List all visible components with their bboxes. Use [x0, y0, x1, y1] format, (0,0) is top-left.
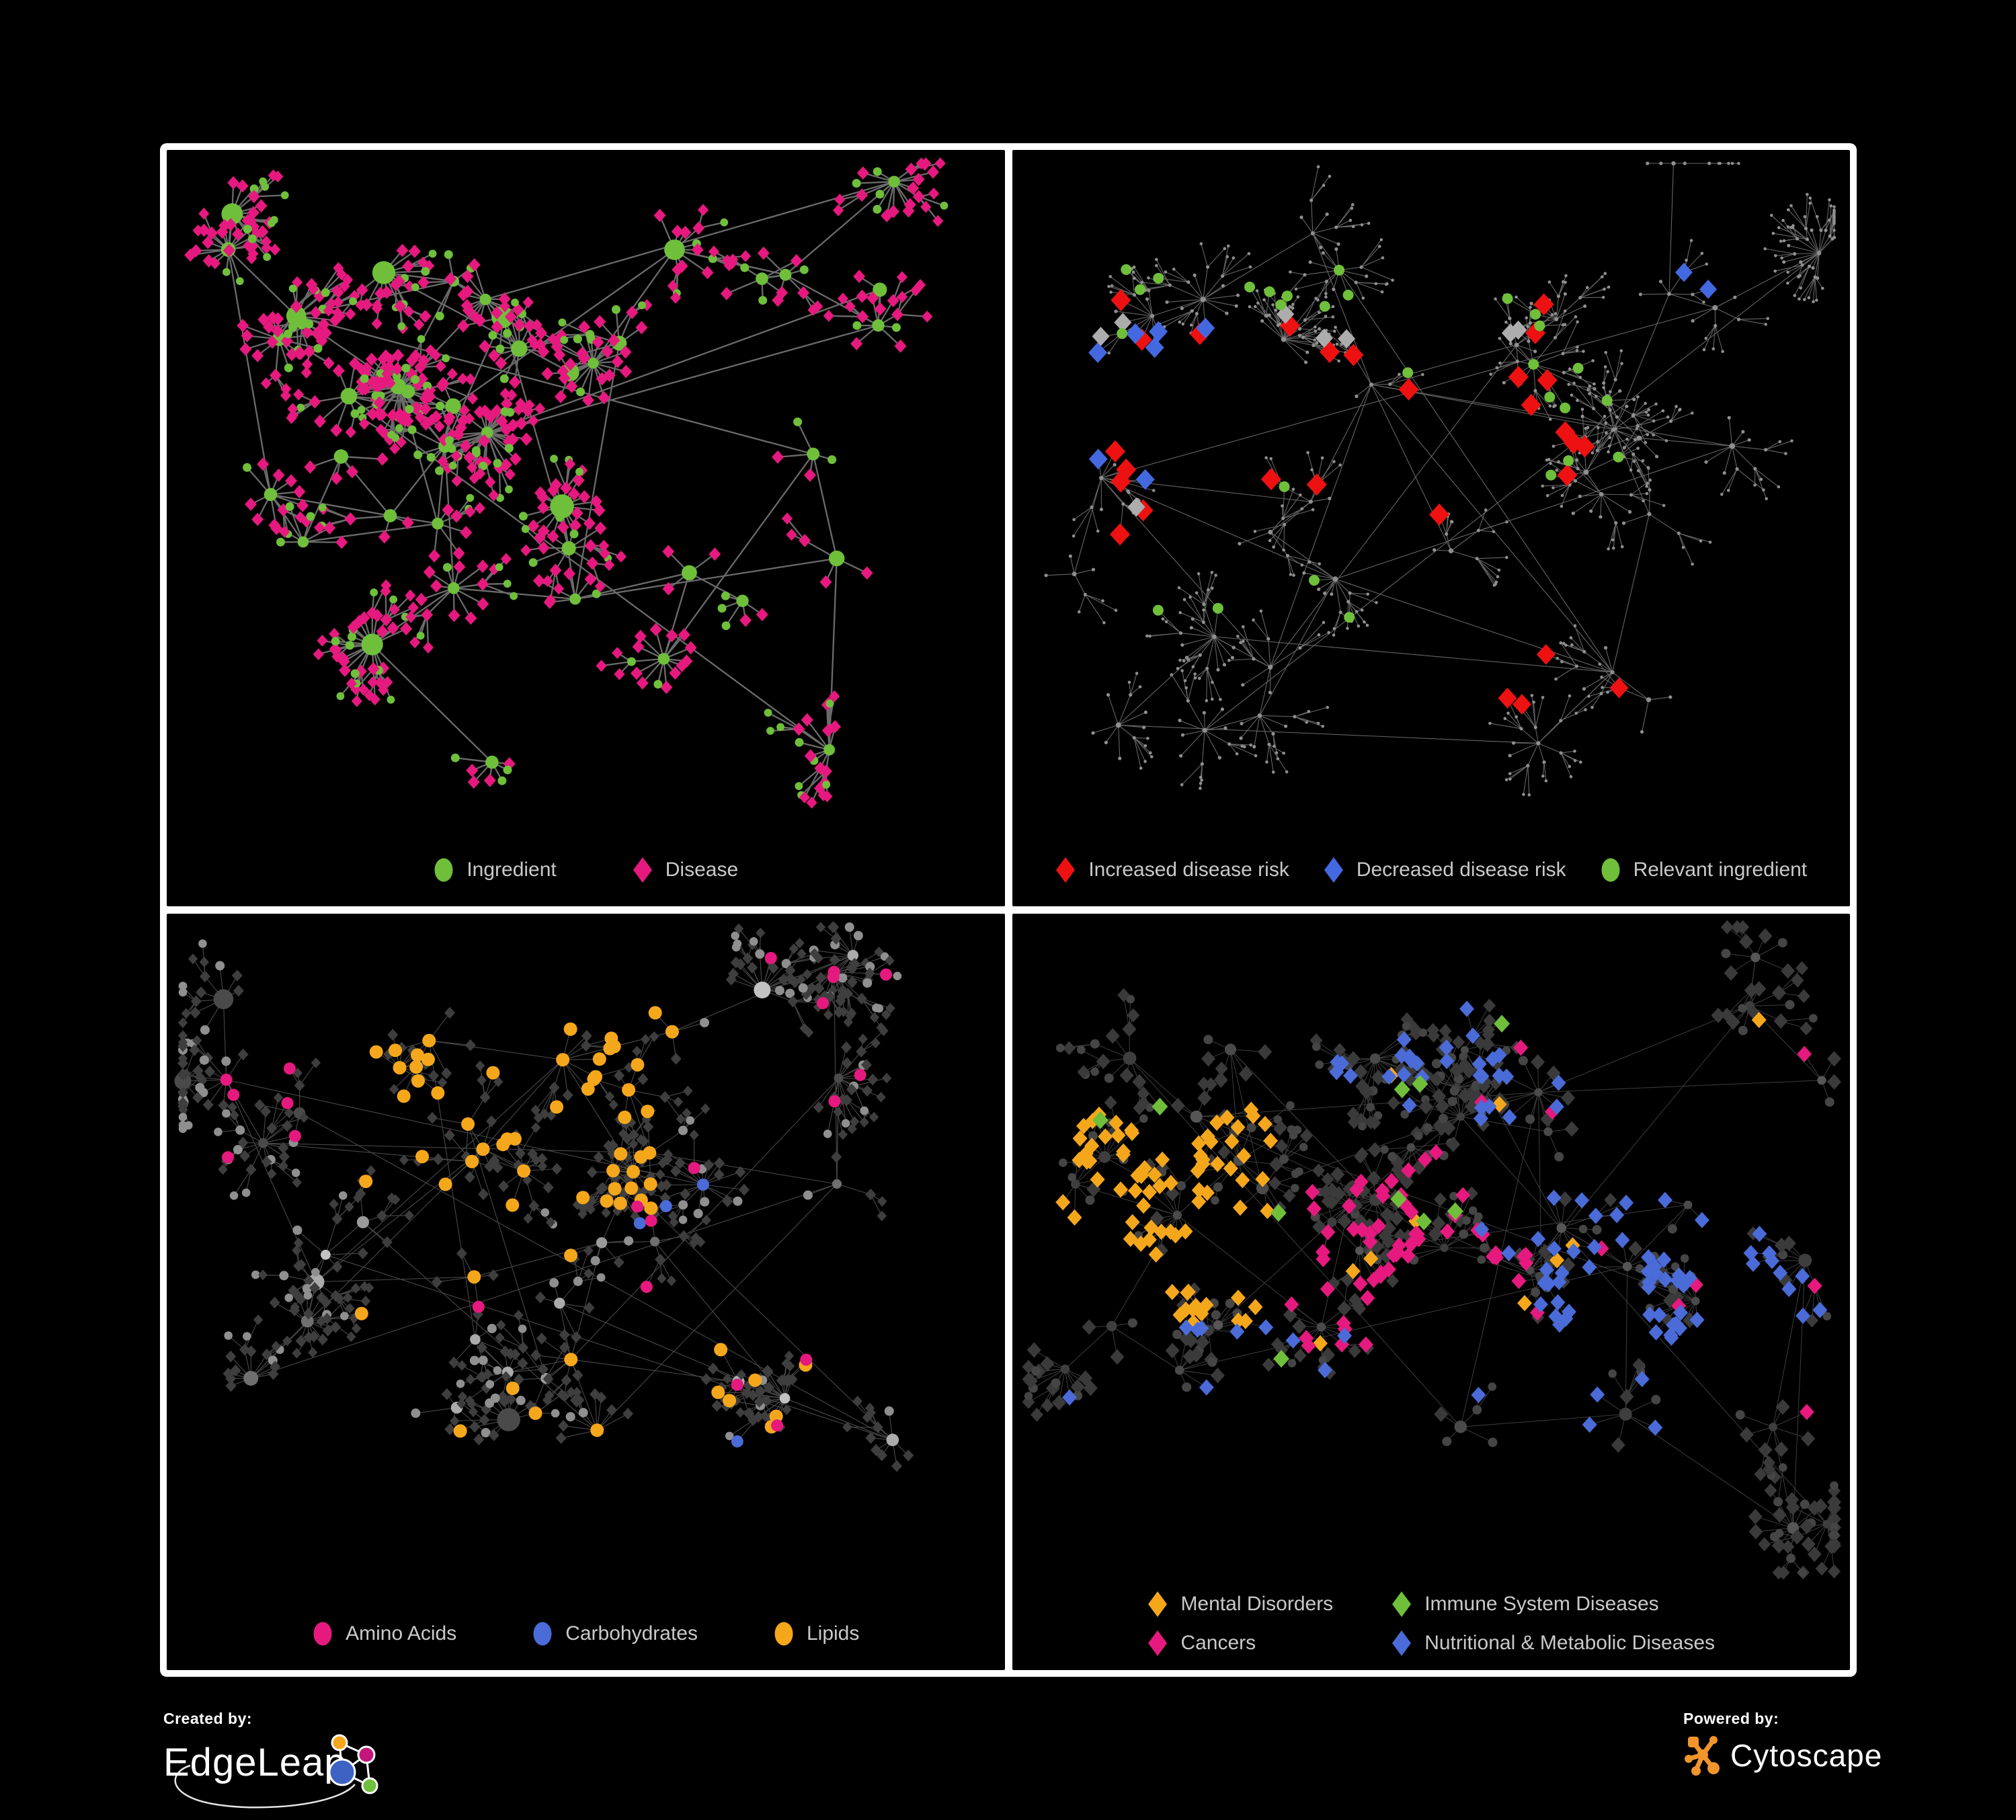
legend-item: Nutritional & Metabolic Diseases — [1391, 1630, 1715, 1657]
edgeleap-logo: EdgeLeap — [163, 1729, 392, 1809]
legend-label: Relevant ingredient — [1633, 859, 1808, 881]
legend-item: Decreased disease risk — [1323, 857, 1566, 883]
legend-ingredient-disease: Ingredient Disease — [167, 857, 1005, 883]
legend-item: Mental Disorders — [1147, 1591, 1333, 1618]
panels-grid: Ingredient Disease Increased disease risk… — [160, 143, 1857, 1677]
diamond-marker-icon — [1392, 1630, 1412, 1656]
legend-item: Lipids — [773, 1620, 859, 1647]
cytoscape-credit: Powered by: Cytosc — [1683, 1710, 1882, 1778]
circle-marker-icon — [533, 1622, 552, 1646]
cytoscape-logo-text: Cytoscape — [1730, 1738, 1883, 1773]
panel-nutrient-classes: Amino Acids Carbohydrates Lipids — [167, 914, 1005, 1670]
network-nodes — [184, 157, 949, 809]
legend-label: Amino Acids — [346, 1622, 457, 1645]
diamond-marker-icon — [1392, 1591, 1412, 1617]
circle-marker-icon — [774, 1622, 793, 1646]
legend-disease-classes: Mental Disorders Immune System Diseases Ca… — [1012, 1591, 1851, 1657]
network-edges — [1028, 926, 1834, 1573]
legend-label: Immune System Diseases — [1424, 1593, 1659, 1615]
diamond-marker-icon — [1148, 1630, 1168, 1656]
legend-item: Carbohydrates — [532, 1620, 698, 1647]
legend-item: Increased disease risk — [1055, 857, 1289, 883]
legend-label: Cancers — [1180, 1632, 1256, 1654]
legend-label: Decreased disease risk — [1356, 859, 1566, 881]
network-highlight-nodes — [1088, 262, 1717, 715]
panel-ingredient-disease: Ingredient Disease — [167, 150, 1005, 906]
diamond-marker-icon — [633, 857, 652, 883]
legend-item: Immune System Diseases — [1391, 1591, 1715, 1618]
network-nutrient-classes — [174, 921, 914, 1472]
legend-label: Disease — [665, 859, 739, 881]
legend-label: Nutritional & Metabolic Diseases — [1424, 1632, 1716, 1654]
network-disease-risk — [1044, 161, 1836, 797]
legend-label: Ingredient — [467, 859, 557, 881]
cytoscape-logo: Cytoscape — [1683, 1733, 1882, 1778]
legend-disease-risk: Increased disease risk Decreased disease … — [1012, 857, 1851, 883]
circle-marker-icon — [313, 1622, 332, 1646]
network-edges — [1045, 163, 1834, 795]
panel-disease-classes: Mental Disorders Immune System Diseases Ca… — [1012, 914, 1851, 1670]
edgeleap-logo-icon — [174, 1734, 378, 1809]
network-nodes — [1022, 920, 1841, 1580]
network-nodes — [1044, 161, 1836, 797]
network-disease-classes — [1022, 920, 1841, 1580]
powered-by-label: Powered by: — [1683, 1710, 1779, 1727]
network-nodes — [174, 921, 914, 1472]
legend-label: Lipids — [806, 1622, 860, 1645]
diamond-marker-icon — [1056, 857, 1076, 883]
legend-nutrient-classes: Amino Acids Carbohydrates Lipids — [167, 1620, 1005, 1647]
legend-item: Relevant ingredient — [1600, 857, 1808, 883]
legend-item: Amino Acids — [312, 1620, 456, 1647]
edgeleap-logo-text: EdgeLeap — [163, 1741, 347, 1784]
network-edges — [182, 926, 909, 1466]
diamond-marker-icon — [1148, 1591, 1168, 1617]
legend-item: Disease — [632, 857, 738, 883]
circle-marker-icon — [434, 858, 453, 882]
legend-label: Increased disease risk — [1088, 859, 1289, 881]
legend-label: Carbohydrates — [565, 1622, 698, 1645]
created-by-label: Created by: — [163, 1710, 253, 1727]
cytoscape-logo-icon — [1685, 1736, 1720, 1776]
panel-disease-risk: Increased disease risk Decreased disease … — [1012, 150, 1851, 906]
diamond-marker-icon — [1324, 857, 1343, 883]
network-ingredient-disease — [184, 157, 949, 809]
edgeleap-credit: Created by: EdgeLeap — [163, 1710, 392, 1809]
circle-marker-icon — [1601, 858, 1620, 882]
network-highlight-nodes — [220, 951, 893, 1448]
legend-item: Ingredient — [433, 857, 557, 883]
legend-item: Cancers — [1147, 1630, 1333, 1657]
legend-label: Mental Disorders — [1180, 1593, 1334, 1615]
